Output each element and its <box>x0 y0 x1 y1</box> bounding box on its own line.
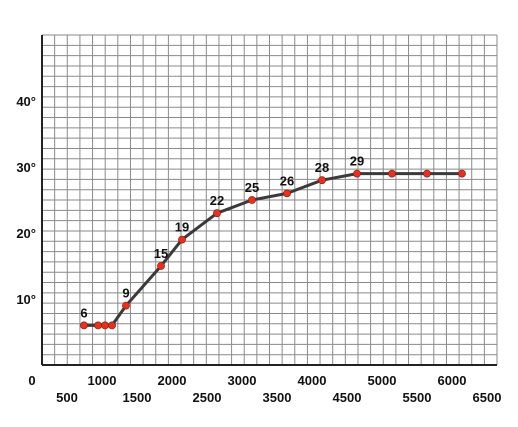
data-point <box>458 169 466 178</box>
data-label: 26 <box>280 173 294 188</box>
data-point <box>423 169 431 178</box>
grid <box>41 34 498 366</box>
x-tick-label: 5500 <box>403 390 432 405</box>
series <box>80 169 466 330</box>
data-point <box>283 189 291 198</box>
y-tick-label: 20° <box>16 226 36 241</box>
data-point <box>178 235 186 244</box>
data-point <box>122 301 130 310</box>
x-tick-label: 5000 <box>368 373 397 388</box>
point-labels: 6 9 15 19 22 25 26 28 29 <box>80 154 364 321</box>
data-label: 15 <box>154 246 168 261</box>
data-point <box>94 321 102 330</box>
x-tick-label: 3500 <box>263 390 292 405</box>
x-tick-label: 3000 <box>228 373 257 388</box>
x-tick-label: 6000 <box>438 373 467 388</box>
x-tick-label: 4000 <box>298 373 327 388</box>
x-tick-label: 4500 <box>333 390 362 405</box>
data-label: 9 <box>122 286 129 301</box>
data-point <box>157 262 165 270</box>
data-label: 6 <box>80 305 87 320</box>
data-point <box>80 321 88 330</box>
data-label: 22 <box>210 193 224 208</box>
y-tick-label: 30° <box>16 160 36 175</box>
x-tick-label: 2500 <box>193 390 222 405</box>
y-tick-label: 40° <box>16 94 36 109</box>
data-point <box>248 196 256 204</box>
axes <box>41 35 497 366</box>
data-point <box>108 321 116 330</box>
x-tick-label: 1500 <box>123 390 152 405</box>
data-point <box>318 176 326 185</box>
data-point <box>101 321 109 330</box>
data-point <box>388 169 396 178</box>
x-tick-label: 6500 <box>473 390 502 405</box>
data-point <box>213 209 221 218</box>
data-point <box>353 169 361 178</box>
x-tick-label: 0 <box>28 373 35 388</box>
tick-labels: 0 1000 2000 3000 4000 5000 6000 500 1500 2500 3500… <box>16 94 501 405</box>
data-label: 25 <box>245 180 259 195</box>
y-tick-label: 10° <box>16 292 36 307</box>
data-label: 19 <box>175 220 189 235</box>
x-tick-label: 500 <box>56 390 78 405</box>
data-label: 29 <box>350 154 364 169</box>
data-label: 28 <box>315 160 329 175</box>
x-tick-label: 2000 <box>158 373 187 388</box>
x-tick-label: 1000 <box>88 373 117 388</box>
